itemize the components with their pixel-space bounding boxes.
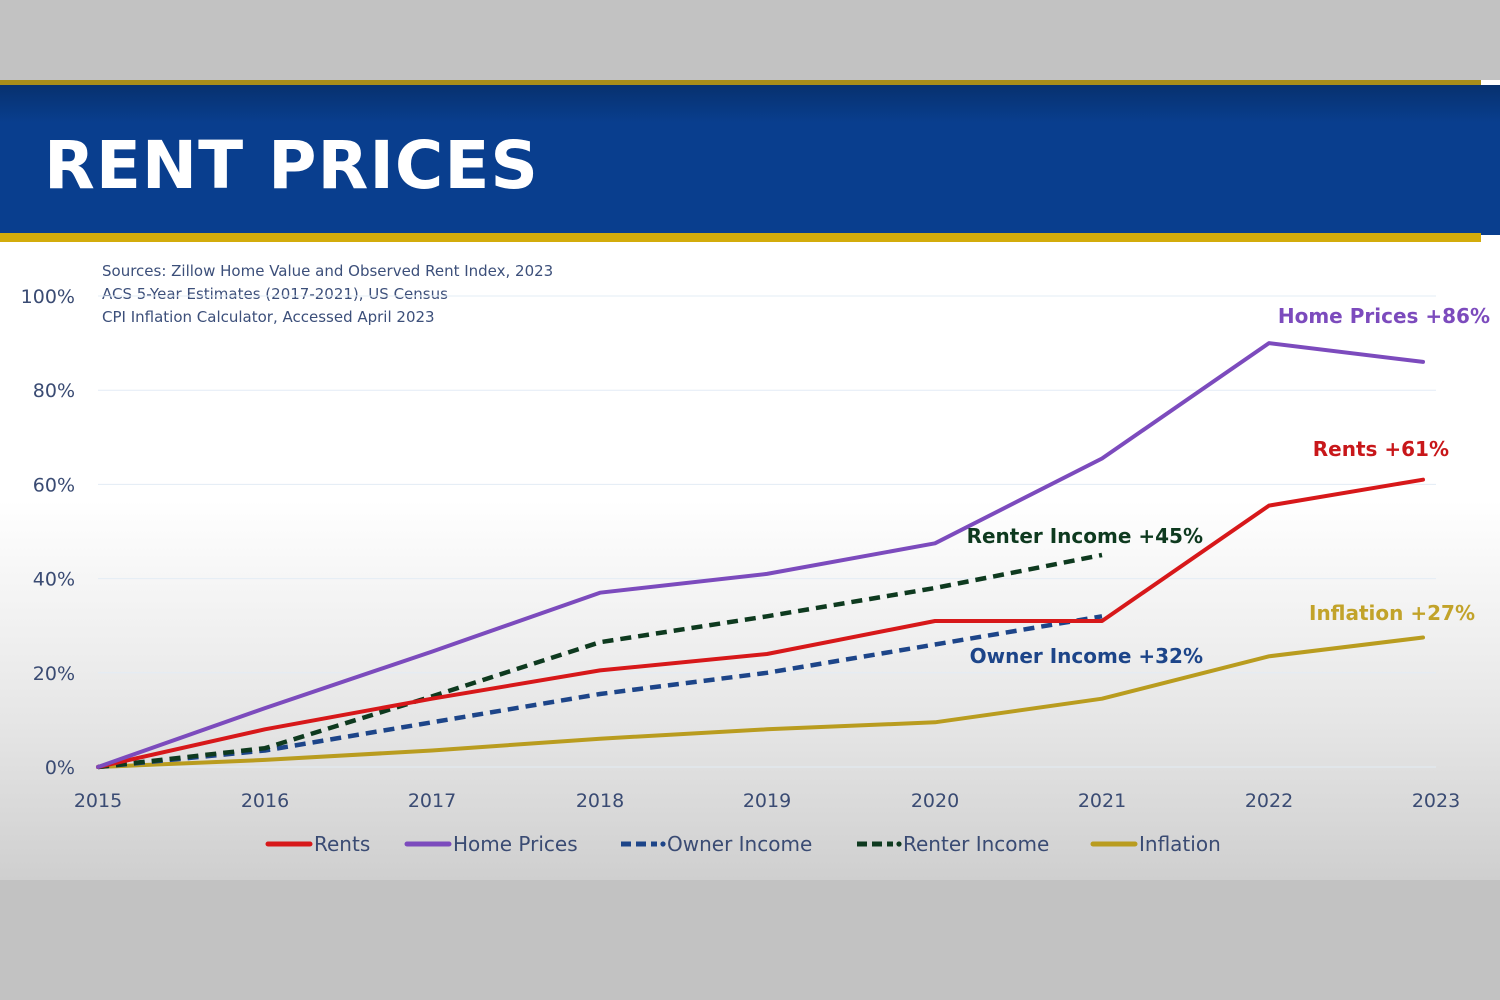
annotation-owner-income: Owner Income +32%: [970, 644, 1203, 668]
sources-note: Sources: Zillow Home Value and Observed …: [102, 260, 553, 329]
annotation-inflation: Inflation +27%: [1309, 601, 1475, 625]
x-tick-label: 2023: [1412, 790, 1460, 812]
y-axis: 0% 20% 40% 60% 80% 100%: [21, 286, 75, 779]
y-tick-label: 40%: [33, 569, 75, 591]
series-line-rents: [96, 477, 1425, 769]
y-tick-label: 0%: [45, 757, 75, 779]
series-lines: [96, 341, 1425, 770]
x-tick-label: 2019: [743, 790, 791, 812]
header-bottom-stripe: [0, 233, 1481, 242]
x-tick-label: 2022: [1245, 790, 1293, 812]
legend-label: Inflation: [1139, 832, 1221, 856]
annotation-rents: Rents +61%: [1313, 437, 1449, 461]
header-top-stripe: [0, 80, 1481, 85]
source-line: Sources: Zillow Home Value and Observed …: [102, 262, 554, 280]
x-tick-label: 2016: [241, 790, 289, 812]
legend-swatch-dot: [660, 841, 666, 847]
x-tick-label: 2021: [1078, 790, 1126, 812]
source-line: CPI Inflation Calculator, Accessed April…: [102, 308, 435, 326]
y-tick-label: 20%: [33, 663, 75, 685]
legend-label: Home Prices: [453, 832, 578, 856]
legend-label: Rents: [314, 832, 370, 856]
slide: RENT PRICES Sources: Zillow Home Value a…: [0, 80, 1500, 880]
legend-item-inflation: Inflation: [1090, 832, 1221, 856]
legend-item-home-prices: Home Prices: [404, 832, 578, 856]
series-line-renter-income: [97, 552, 1103, 770]
series-line-owner-income: [97, 614, 1103, 770]
legend-label: Renter Income: [903, 832, 1049, 856]
legend-item-renter-income: Renter Income: [857, 832, 1049, 856]
series-annotations: Home Prices +86% Rents +61% Renter Income …: [967, 304, 1490, 668]
header-band: RENT PRICES: [0, 85, 1500, 235]
source-line: ACS 5-Year Estimates (2017-2021), US Cen…: [102, 285, 448, 303]
legend-item-owner-income: Owner Income: [621, 832, 812, 856]
y-tick-label: 60%: [33, 474, 75, 496]
x-tick-label: 2020: [911, 790, 959, 812]
series-line-inflation: [96, 635, 1425, 769]
x-tick-label: 2017: [408, 790, 456, 812]
x-axis: 2015 2016 2017 2018 2019 2020 2021 2022 2023: [74, 790, 1460, 812]
annotation-renter-income: Renter Income +45%: [967, 524, 1203, 548]
series-line-home-prices: [96, 341, 1425, 769]
legend-item-rents: Rents: [265, 832, 370, 856]
x-tick-label: 2018: [576, 790, 624, 812]
legend: Rents Home Prices Owner Income Renter Incom…: [265, 832, 1221, 856]
y-tick-label: 80%: [33, 380, 75, 402]
legend-swatch-dot: [896, 841, 902, 847]
y-tick-label: 100%: [21, 286, 75, 308]
annotation-home-prices: Home Prices +86%: [1278, 304, 1490, 328]
x-tick-label: 2015: [74, 790, 122, 812]
legend-label: Owner Income: [667, 832, 812, 856]
slide-title: RENT PRICES: [44, 127, 539, 204]
